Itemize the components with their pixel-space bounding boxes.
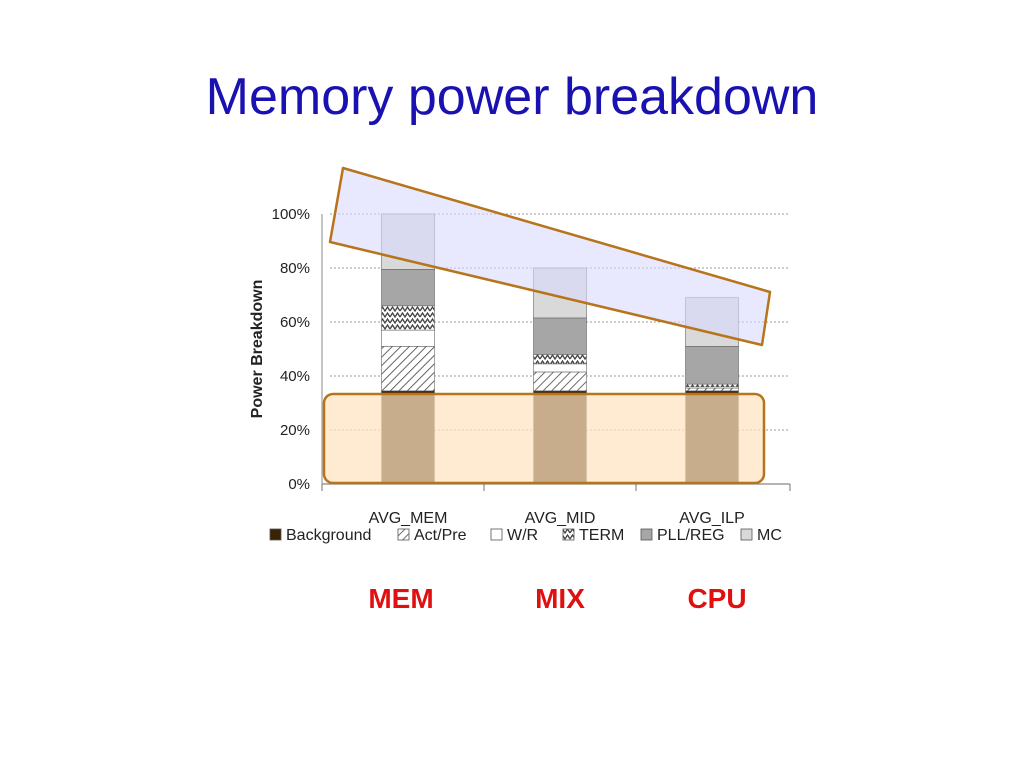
bar-segment-term	[685, 383, 739, 388]
legend-label: TERM	[579, 527, 624, 544]
bar-segment-act-pre	[381, 345, 435, 392]
y-tick-label: 80%	[280, 260, 310, 277]
bar-segment-pll-reg	[533, 317, 587, 355]
x-category-label: AVG_MEM	[369, 510, 448, 527]
bar-segment-w-r	[533, 363, 587, 373]
group-label-mem: MEM	[368, 583, 434, 614]
bar-segment-act-pre	[685, 387, 739, 392]
legend-label: Background	[286, 527, 371, 544]
y-tick-label: 20%	[280, 422, 310, 439]
legend-swatch	[640, 528, 653, 541]
legend-swatch	[562, 528, 575, 541]
slide-title: Memory power breakdown	[205, 68, 819, 126]
bar-segment-act-pre	[533, 371, 587, 392]
legend-swatch	[397, 528, 410, 541]
bar-segment-pll-reg	[685, 345, 739, 385]
background-highlight-box	[322, 392, 766, 485]
bar-segment-term	[533, 354, 587, 365]
y-tick-label: 0%	[288, 476, 310, 493]
legend-swatch	[490, 528, 503, 541]
group-label-mix: MIX	[535, 583, 585, 614]
y-tick-label: 40%	[280, 368, 310, 385]
y-tick-label: 100%	[272, 206, 310, 223]
legend-label: W/R	[507, 527, 538, 544]
legend-swatch	[740, 528, 753, 541]
bar-segment-w-r	[381, 329, 435, 347]
legend-swatch	[269, 528, 282, 541]
x-category-label: AVG_ILP	[679, 510, 745, 527]
y-tick-label: 60%	[280, 314, 310, 331]
legend-label: MC	[757, 527, 782, 544]
bar-segment-term	[381, 305, 435, 331]
y-axis-title: Power Breakdown	[249, 280, 266, 419]
dynamic-power-highlight-box	[328, 166, 772, 347]
bar-segment-pll-reg	[381, 269, 435, 307]
legend-label: PLL/REG	[657, 527, 725, 544]
legend-label: Act/Pre	[414, 527, 467, 544]
x-category-label: AVG_MID	[525, 510, 596, 527]
group-label-cpu: CPU	[687, 583, 747, 614]
